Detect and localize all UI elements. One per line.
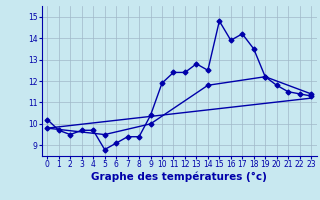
- X-axis label: Graphe des températures (°c): Graphe des températures (°c): [91, 172, 267, 182]
